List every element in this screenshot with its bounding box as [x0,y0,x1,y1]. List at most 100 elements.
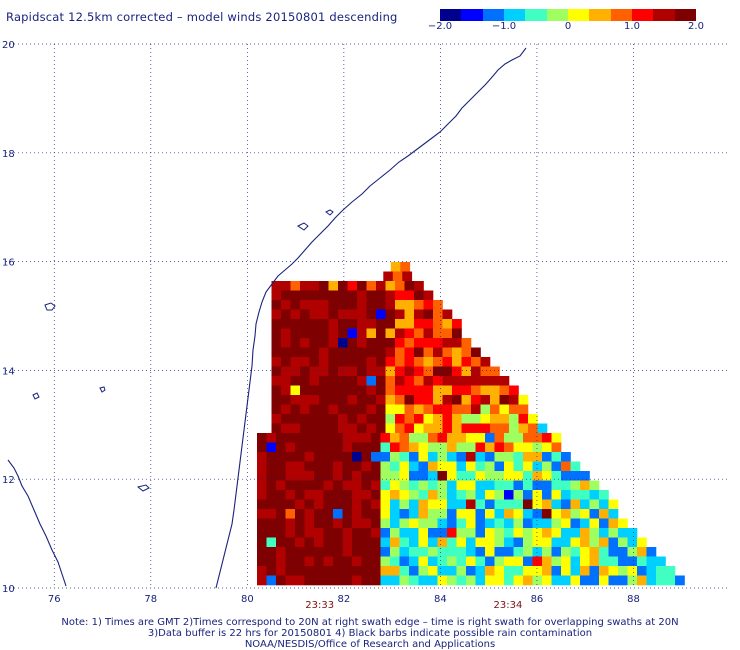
swath-cell [475,471,486,481]
swath-cell [471,376,481,386]
swath-cell [314,547,324,557]
swath-cell [304,575,315,586]
swath-cell [570,547,581,557]
swath-cell [437,537,448,548]
swath-cell [480,357,491,367]
swath-cell [281,395,291,405]
swath-cell [409,471,419,481]
swath-cell [513,461,524,472]
swath-cell [295,528,305,538]
swath-cell [376,290,386,301]
swath-cell [366,309,377,320]
swath-cell [342,518,353,529]
swath-cell [665,566,676,576]
swath-cell [390,547,400,557]
colorbar-segment [546,9,568,21]
swath-cell [461,404,472,415]
swath-cell [418,433,429,443]
swath-cell [380,433,391,443]
swath-cell [285,471,296,481]
swath-cell [271,319,282,329]
swath-cell [376,338,386,348]
swath-cell [366,319,377,329]
swath-cell [285,442,296,453]
swath-cell [392,271,403,282]
swath-cell [456,442,467,453]
swath-cell [338,300,348,310]
swath-cell [466,433,476,443]
swath-cell [281,281,291,291]
swath-cell [300,338,310,348]
swath-cell [290,423,301,434]
swath-cell [599,566,609,576]
swath-cell [561,509,571,519]
swath-cell [452,366,462,377]
swath-cell [499,423,510,434]
swath-cell [433,376,443,386]
swath-cell [456,433,467,443]
colorbar-segment [589,9,611,21]
swath-cell [561,547,571,557]
swath-cell [456,556,467,567]
swath-cell [532,537,543,548]
swath-cell [319,414,329,424]
swath-cell [442,357,453,367]
swath-cell [314,556,324,567]
swath-cell [366,404,377,415]
swath-cell [523,471,533,481]
swath-cell [494,433,505,443]
swath-cell [480,395,491,405]
swath-cell [371,556,381,567]
lon-tick-label: 76 [48,594,61,605]
swath-cell [580,528,590,538]
swath-cell [475,461,486,472]
swath-cell [428,490,438,500]
swath-cell [347,300,358,310]
swath-cell [319,347,329,358]
swath-cell [385,290,396,301]
swath-cell [646,566,657,576]
swath-cell [314,518,324,529]
time-label-right: 23:34 [493,600,523,611]
swath-cell [542,461,552,472]
swath-cell [333,566,343,576]
swath-cell [342,471,353,481]
swath-cell [513,547,524,557]
swath-cell [395,309,405,320]
swath-cell [532,480,543,491]
swath-cell [314,566,324,576]
swath-cell [442,319,453,329]
swath-cell [266,461,277,472]
swath-cell [423,338,434,348]
swath-cell [475,509,486,519]
swath-cell [290,281,301,291]
swath-cell [428,499,438,510]
swath-cell [376,347,386,358]
swath-cell [257,490,267,500]
swath-cell [542,452,552,462]
swath-cell [352,452,362,462]
colorbar-segment [653,9,675,21]
swath-cell [646,556,657,567]
swath-cell [518,404,529,415]
swath-cell [423,319,434,329]
swath-cell [257,471,267,481]
swath-cell [314,575,324,586]
swath-cell [423,366,434,377]
swath-cell [423,395,434,405]
swath-cell [295,547,305,557]
colorbar-segment [525,9,547,21]
swath-cell [314,537,324,548]
swath-cell [290,357,301,367]
swath-cell [314,499,324,510]
swath-cell [290,300,301,310]
swath-cell [551,471,562,481]
swath-cell [357,414,367,424]
swath-cell [456,452,467,462]
swath-cell [418,490,429,500]
swath-cell [452,395,462,405]
colorbar-segment [610,9,632,21]
swath-cell [551,537,562,548]
swath-cell [281,328,291,339]
swath-cell [328,281,339,291]
